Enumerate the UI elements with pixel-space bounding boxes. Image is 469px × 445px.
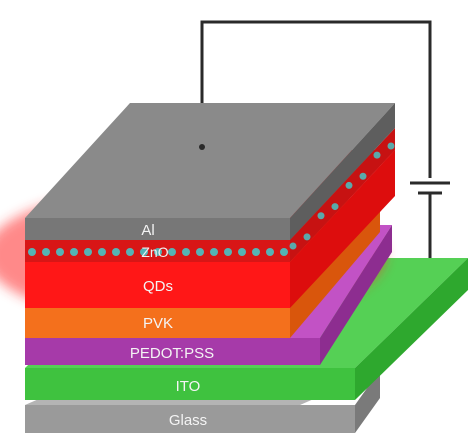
al-label: Al bbox=[141, 222, 154, 239]
al-top bbox=[25, 103, 395, 218]
layer-al: Al bbox=[25, 103, 395, 240]
pedot-label: PEDOT:PSS bbox=[130, 345, 214, 362]
pedot-side bbox=[320, 225, 392, 365]
layer-zno: ZnO bbox=[25, 128, 395, 262]
al-side bbox=[290, 103, 395, 240]
zno-label: ZnO bbox=[141, 244, 168, 260]
zno-particle bbox=[303, 233, 311, 241]
glass-side bbox=[355, 370, 380, 433]
zno-particle bbox=[387, 142, 395, 150]
zno-particle bbox=[84, 248, 92, 256]
zno-particle bbox=[331, 203, 339, 211]
zno-nanoparticles bbox=[28, 142, 395, 256]
zno-particle bbox=[98, 248, 106, 256]
zno-particle bbox=[210, 248, 218, 256]
zno-particle bbox=[238, 248, 246, 256]
ito-front bbox=[25, 368, 355, 400]
qds-label: QDs bbox=[143, 278, 173, 295]
zno-particle bbox=[289, 242, 297, 250]
zno-particle bbox=[359, 172, 367, 180]
zno-particle bbox=[345, 181, 353, 189]
qds-side bbox=[290, 150, 395, 308]
glass-label: Glass bbox=[169, 412, 207, 429]
zno-particle bbox=[140, 248, 148, 256]
circuit-wire bbox=[200, 20, 432, 178]
pvk-label: PVK bbox=[143, 315, 173, 332]
zno-particle bbox=[70, 248, 78, 256]
zno-particle bbox=[252, 248, 260, 256]
al-front bbox=[25, 218, 290, 240]
pvk-front bbox=[25, 308, 290, 338]
zno-particle bbox=[224, 248, 232, 256]
zno-side bbox=[290, 128, 395, 262]
zno-particle bbox=[126, 248, 134, 256]
zno-particle bbox=[280, 248, 288, 256]
glass-front bbox=[25, 405, 355, 433]
zno-particle bbox=[42, 248, 50, 256]
zno-particle bbox=[373, 151, 381, 159]
zno-particle bbox=[168, 248, 176, 256]
zno-particle bbox=[266, 248, 274, 256]
qds-front bbox=[25, 262, 290, 308]
ito-label: ITO bbox=[176, 378, 201, 395]
zno-particle bbox=[196, 248, 204, 256]
wire-contact bbox=[199, 144, 205, 150]
zno-particle bbox=[56, 248, 64, 256]
zno-particle bbox=[154, 248, 162, 256]
zno-particle bbox=[182, 248, 190, 256]
ito-side bbox=[355, 258, 468, 400]
zno-particle bbox=[317, 212, 325, 220]
pedot-front bbox=[25, 338, 320, 365]
zno-particle bbox=[112, 248, 120, 256]
zno-particle bbox=[28, 248, 36, 256]
